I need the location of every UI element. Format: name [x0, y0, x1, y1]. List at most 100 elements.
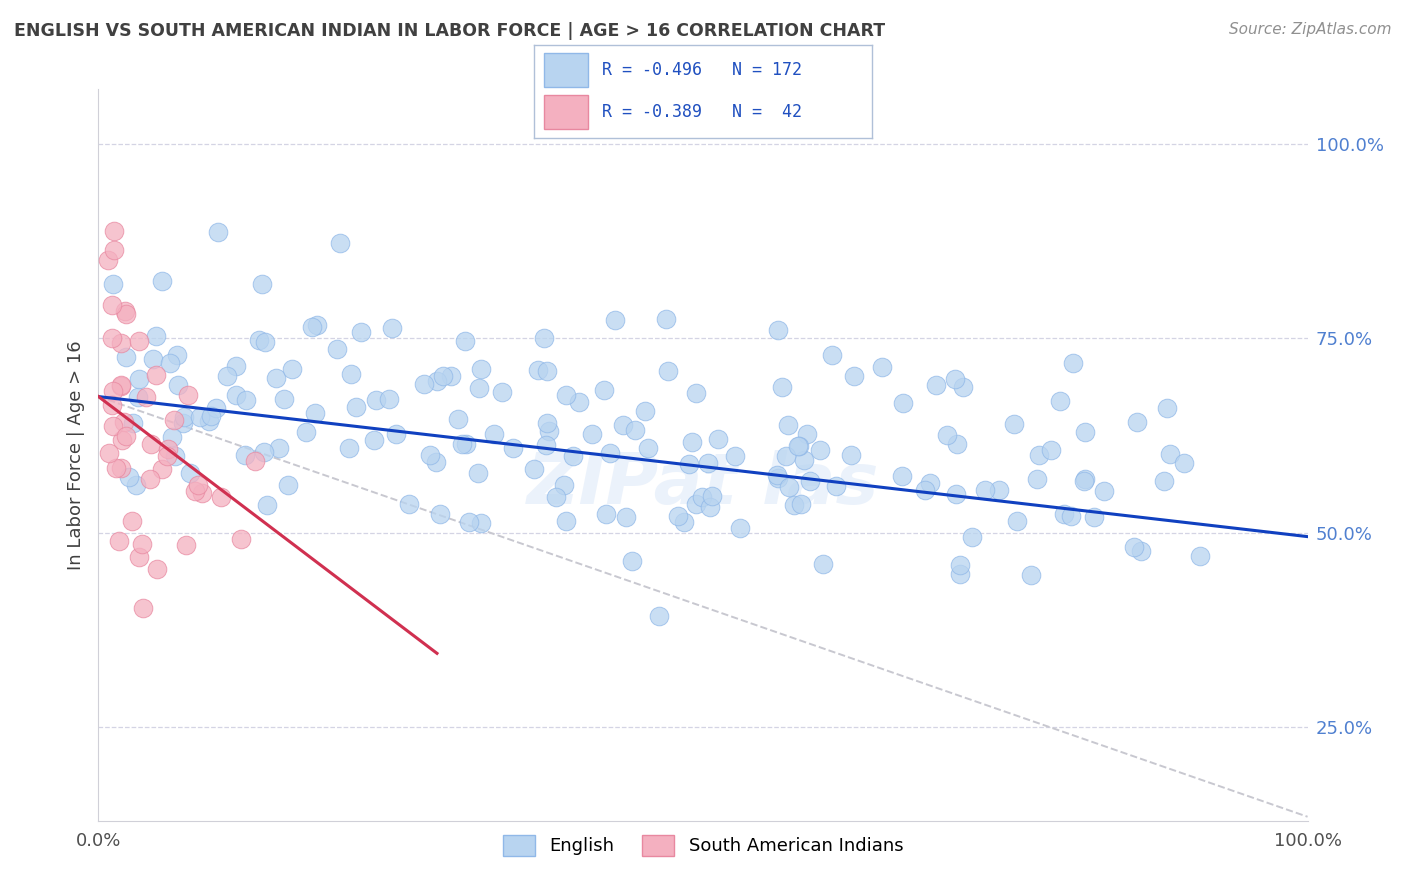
- Point: [799, 475, 821, 489]
- Point: [167, 378, 190, 392]
- Point: [842, 368, 865, 383]
- Point: [115, 350, 138, 364]
- Point: [1062, 356, 1084, 370]
- Point: [702, 490, 724, 504]
- Point: [150, 274, 173, 288]
- Text: R = -0.389   N =  42: R = -0.389 N = 42: [602, 103, 801, 121]
- Text: R = -0.496   N = 172: R = -0.496 N = 172: [602, 61, 801, 78]
- Point: [121, 514, 143, 528]
- Point: [267, 442, 290, 456]
- Point: [110, 378, 132, 392]
- Point: [139, 472, 162, 486]
- Point: [810, 443, 832, 458]
- Point: [1156, 401, 1178, 415]
- Point: [98, 446, 121, 460]
- Point: [778, 480, 800, 494]
- Point: [946, 437, 969, 451]
- Point: [614, 509, 637, 524]
- Point: [974, 483, 997, 497]
- Point: [1049, 394, 1071, 409]
- Point: [111, 434, 134, 448]
- Point: [205, 401, 228, 415]
- Point: [766, 468, 789, 483]
- Point: [440, 369, 463, 384]
- Point: [454, 334, 477, 349]
- Point: [624, 423, 647, 437]
- Point: [425, 455, 447, 469]
- Point: [150, 462, 173, 476]
- Point: [707, 432, 730, 446]
- Point: [1173, 456, 1195, 470]
- Point: [326, 343, 349, 357]
- Point: [544, 490, 567, 504]
- Point: [536, 417, 558, 431]
- Point: [918, 476, 941, 491]
- Point: [612, 417, 634, 432]
- Point: [1123, 540, 1146, 554]
- Point: [770, 380, 793, 394]
- Point: [484, 426, 506, 441]
- Point: [103, 244, 125, 258]
- Point: [329, 236, 352, 251]
- Point: [988, 483, 1011, 497]
- Point: [796, 427, 818, 442]
- Point: [426, 374, 449, 388]
- Point: [160, 430, 183, 444]
- Point: [1028, 448, 1050, 462]
- Point: [685, 497, 707, 511]
- Point: [277, 478, 299, 492]
- Point: [648, 609, 671, 624]
- Point: [949, 558, 972, 573]
- Point: [681, 435, 703, 450]
- Point: [173, 410, 195, 425]
- Point: [491, 384, 513, 399]
- Point: [527, 363, 550, 377]
- Point: [724, 449, 747, 463]
- Point: [166, 348, 188, 362]
- Point: [945, 486, 967, 500]
- Point: [340, 367, 363, 381]
- Point: [775, 449, 797, 463]
- Point: [1053, 507, 1076, 521]
- Point: [128, 549, 150, 564]
- Point: [305, 318, 328, 332]
- Point: [786, 439, 808, 453]
- Point: [1073, 475, 1095, 489]
- Point: [634, 404, 657, 418]
- Point: [235, 392, 257, 407]
- Point: [949, 566, 972, 581]
- Point: [301, 319, 323, 334]
- Point: [304, 407, 326, 421]
- Point: [385, 426, 408, 441]
- Point: [110, 460, 132, 475]
- Point: [110, 378, 132, 392]
- Point: [103, 224, 125, 238]
- Point: [470, 516, 492, 530]
- Point: [697, 456, 720, 470]
- Point: [207, 226, 229, 240]
- Point: [621, 554, 644, 568]
- Point: [605, 313, 627, 327]
- Point: [253, 444, 276, 458]
- Point: [790, 497, 813, 511]
- Point: [870, 360, 893, 375]
- Point: [363, 433, 385, 447]
- Point: [1092, 484, 1115, 499]
- Point: [952, 380, 974, 394]
- Point: [280, 361, 302, 376]
- Point: [176, 388, 198, 402]
- Point: [470, 362, 492, 376]
- Point: [97, 252, 120, 267]
- Point: [1026, 472, 1049, 486]
- Point: [200, 409, 222, 423]
- Point: [593, 384, 616, 398]
- Point: [163, 412, 186, 426]
- Point: [159, 356, 181, 370]
- Point: [595, 507, 617, 521]
- Point: [135, 390, 157, 404]
- Point: [654, 312, 676, 326]
- Text: ENGLISH VS SOUTH AMERICAN INDIAN IN LABOR FORCE | AGE > 16 CORRELATION CHART: ENGLISH VS SOUTH AMERICAN INDIAN IN LABO…: [14, 22, 886, 40]
- Point: [101, 398, 124, 412]
- Point: [337, 441, 360, 455]
- Point: [782, 498, 804, 512]
